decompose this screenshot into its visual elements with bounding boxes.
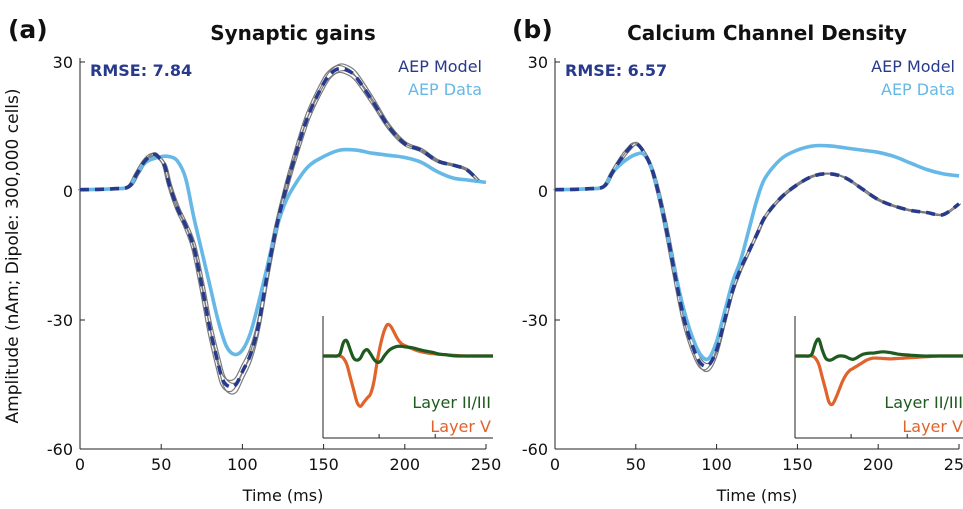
y-tick-label: -60 [47,440,73,459]
inset-legend-layer-ii-iii: Layer II/III [884,393,963,412]
x-tick-label: 200 [863,455,894,474]
y-axis-label: Amplitude (nAm; Dipole: 300,000 cells) [3,88,23,423]
panel-label: (a) [8,15,48,44]
inset-chart: Layer II/III Layer V [321,312,495,440]
inset-legend-layer-ii-iii: Layer II/III [412,393,491,412]
x-axis-label: Time (ms) [716,486,798,505]
rmse-label: RMSE: 7.84 [90,61,192,80]
y-tick-label: 30 [53,53,73,72]
inset-legend-layer-v: Layer V [902,417,963,436]
legend-aep-data: AEP Data [881,80,955,99]
chart-title: Synaptic gains [210,21,376,45]
x-tick-label: 200 [390,455,421,474]
rmse-label: RMSE: 6.57 [565,61,667,80]
x-tick-label: 50 [626,455,646,474]
x-tick-label: 100 [701,455,732,474]
y-tick-label: 0 [63,182,73,201]
inset-legend-layer-v: Layer V [430,417,491,436]
series-layer-ii-iii [323,338,493,364]
panel-label: (b) [512,15,553,44]
trial-trace [555,141,960,373]
x-tick-label: 150 [308,455,339,474]
series-aep-data [554,143,960,362]
inset-chart: Layer II/III Layer V [793,312,963,440]
y-tick-label: 0 [538,182,548,201]
series-layer-ii-iii [795,337,963,362]
series-aep-model [79,66,480,389]
x-tick-label: 0 [550,455,560,474]
x-tick-label: 250 [471,455,502,474]
series-aep-model [554,141,961,369]
y-tick-label: -60 [522,440,548,459]
x-axis-label: Time (ms) [242,486,324,505]
legend-aep-model: AEP Model [871,57,955,76]
legend-aep-data: AEP Data [408,80,482,99]
x-tick-label: 250 [944,455,963,474]
x-tick-label: 100 [227,455,258,474]
chart-title: Calcium Channel Density [627,21,907,45]
legend-aep-model: AEP Model [398,57,482,76]
y-tick-label: -30 [47,311,73,330]
x-tick-label: 150 [782,455,813,474]
x-tick-label: 0 [75,455,85,474]
y-tick-label: 30 [528,53,548,72]
x-tick-label: 50 [151,455,171,474]
y-tick-label: -30 [522,311,548,330]
